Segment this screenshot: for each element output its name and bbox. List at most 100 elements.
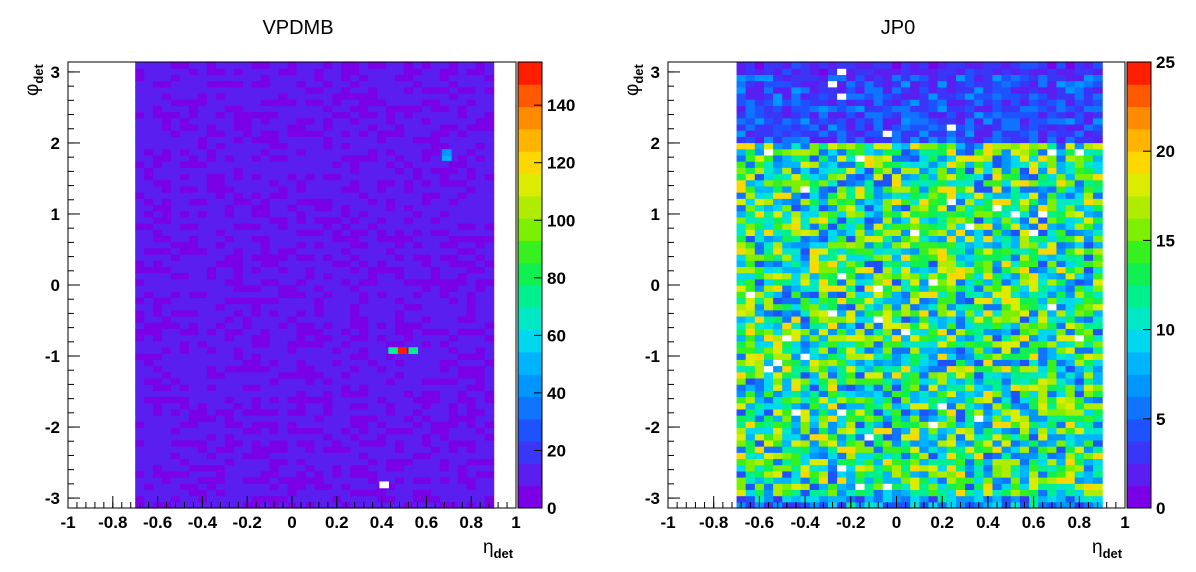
heatmap-cell (846, 483, 856, 491)
heatmap-cell (359, 254, 369, 261)
heatmap-cell (206, 495, 217, 503)
heatmap-cell (910, 464, 920, 472)
heatmap-cell (386, 136, 396, 144)
heatmap-cell (233, 229, 244, 237)
heatmap-cell (782, 111, 792, 119)
heatmap-cell (368, 408, 378, 416)
heatmap-cell (800, 322, 811, 329)
heatmap-cell (197, 68, 208, 75)
heatmap-cell (278, 185, 289, 193)
heatmap-cell (162, 452, 172, 460)
heatmap-cell (846, 402, 856, 410)
heatmap-cell (332, 198, 342, 206)
heatmap-cell (901, 173, 911, 181)
heatmap-cell (188, 154, 199, 162)
heatmap-cell (404, 99, 414, 106)
heatmap-cell (430, 340, 441, 348)
heatmap-cell (377, 260, 387, 268)
heatmap-cell (135, 334, 145, 342)
heatmap-cell (206, 315, 217, 323)
heatmap-cell (412, 223, 423, 230)
heatmap-cell (484, 489, 495, 497)
heatmap-cell (386, 464, 396, 472)
heatmap-cell (233, 260, 244, 268)
heatmap-cell (448, 328, 459, 336)
heatmap-cell (162, 285, 172, 292)
heatmap-cell (782, 272, 792, 280)
heatmap-cell (332, 353, 342, 360)
heatmap-cell (153, 328, 163, 336)
heatmap-cell (809, 185, 820, 193)
heatmap-cell (891, 297, 902, 305)
heatmap-cell (368, 192, 378, 199)
heatmap-cell (215, 167, 226, 175)
heatmap-cell (818, 452, 829, 460)
heatmap-cell (974, 377, 984, 385)
heatmap-cell (937, 229, 948, 237)
heatmap-cell (928, 408, 939, 416)
heatmap-cell (937, 285, 948, 292)
heatmap-cell (864, 92, 875, 100)
heatmap-cell (377, 297, 387, 305)
heatmap-cell (782, 235, 792, 243)
heatmap-cell (946, 105, 957, 113)
heatmap-cell (475, 353, 486, 360)
heatmap-cell (162, 303, 172, 311)
heatmap-cell (350, 247, 360, 255)
heatmap-cell (135, 192, 145, 199)
heatmap-cell (296, 74, 307, 82)
heatmap-cell (955, 86, 966, 94)
heatmap-cell (974, 477, 984, 484)
heatmap-cell (846, 328, 856, 336)
heatmap-cell (910, 123, 920, 131)
heatmap-cell (197, 266, 208, 274)
heatmap-cell (162, 384, 172, 391)
heatmap-cell (928, 210, 939, 218)
heatmap-cell (314, 154, 324, 162)
heatmap-cell (305, 427, 315, 435)
heatmap-cell (305, 229, 315, 237)
heatmap-cell (965, 408, 975, 416)
heatmap-cell (791, 216, 802, 224)
heatmap-cell (395, 266, 405, 274)
heatmap-cell (171, 105, 181, 113)
heatmap-cell (837, 334, 847, 342)
heatmap-cell (827, 148, 838, 156)
heatmap-cell (484, 315, 495, 323)
heatmap-cell (466, 371, 477, 379)
heatmap-cell (773, 260, 783, 268)
heatmap-cell (206, 291, 217, 298)
heatmap-cell (891, 346, 902, 354)
heatmap-cell (395, 130, 405, 137)
heatmap-cell (188, 402, 199, 410)
heatmap-cell (323, 62, 333, 69)
heatmap-cell (323, 80, 333, 88)
heatmap-cell (457, 235, 468, 243)
heatmap-cell (224, 384, 235, 391)
heatmap-cell (368, 278, 378, 286)
heatmap-cell (323, 198, 333, 206)
heatmap-cell (206, 68, 217, 75)
heatmap-cell (891, 223, 902, 230)
heatmap-cell (882, 421, 893, 429)
heatmap-cell (466, 377, 477, 385)
heatmap-cell (242, 402, 253, 410)
heatmap-cell (314, 328, 324, 336)
heatmap-cell (305, 439, 315, 447)
heatmap-cell (188, 359, 199, 367)
heatmap-cell (457, 285, 468, 292)
heatmap-cell (197, 111, 208, 119)
heatmap-cell (901, 266, 911, 274)
heatmap-cell (144, 415, 154, 422)
heatmap-cell (745, 421, 756, 429)
heatmap-cell (439, 260, 450, 268)
heatmap-cell (224, 309, 235, 317)
heatmap-cell (197, 452, 208, 460)
heatmap-cell (206, 247, 217, 255)
heatmap-cell (745, 309, 756, 317)
heatmap-cell (332, 402, 342, 410)
heatmap-cell (928, 80, 939, 88)
heatmap-cell (439, 421, 450, 429)
heatmap-cell (144, 216, 154, 224)
heatmap-cell (395, 92, 405, 100)
